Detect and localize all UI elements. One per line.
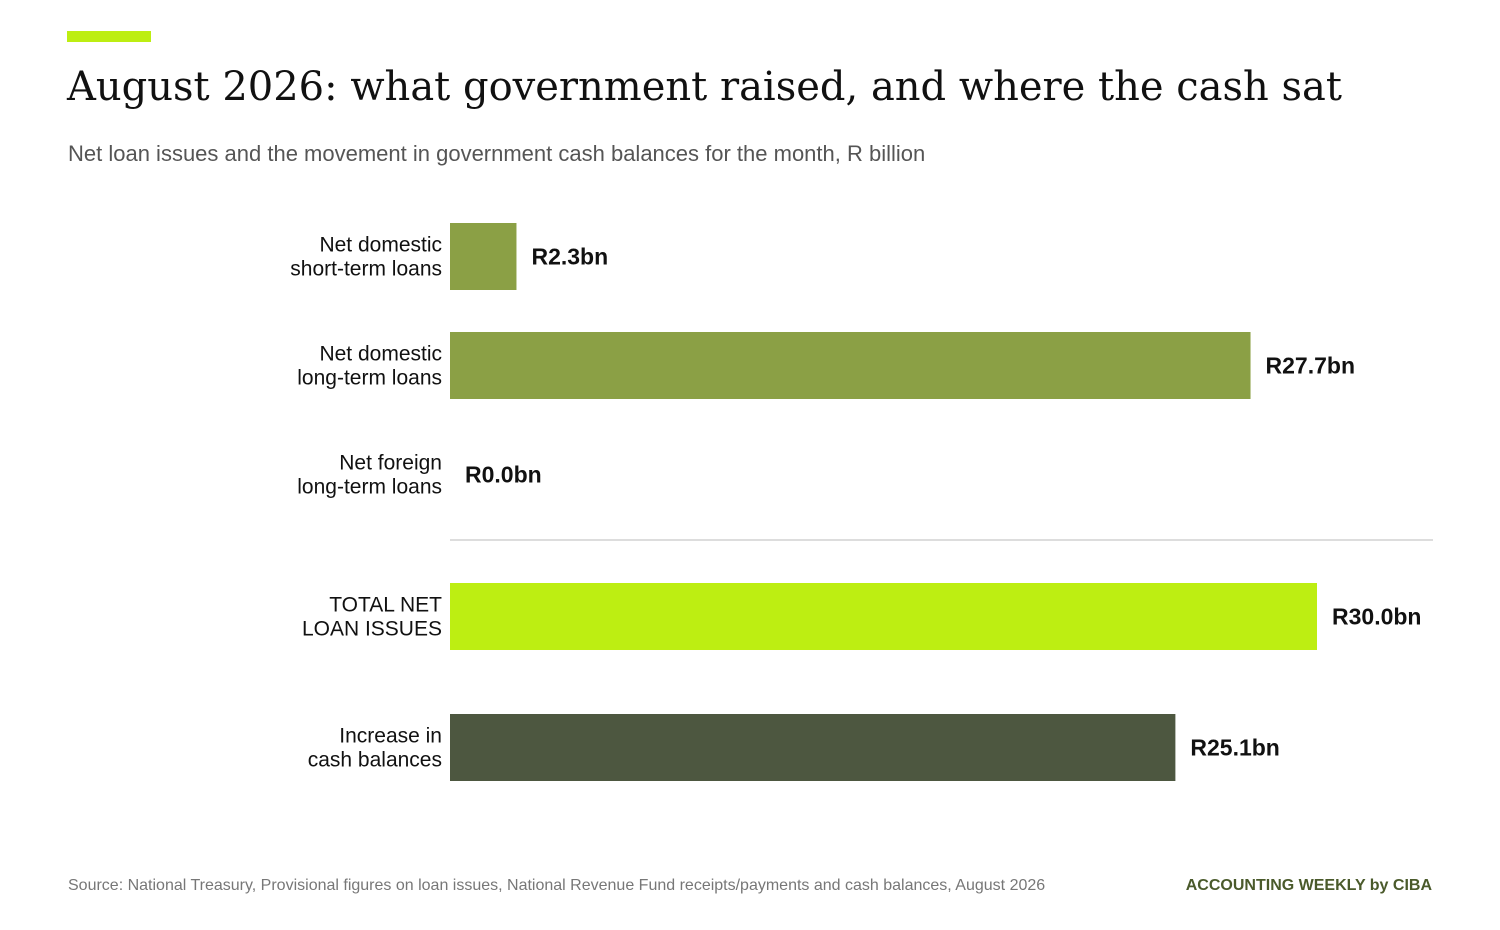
chart-title: August 2026: what government raised, and… bbox=[67, 64, 1342, 110]
brand-credit: ACCOUNTING WEEKLY by CIBA bbox=[1185, 877, 1432, 894]
category-label-line: Increase in bbox=[339, 725, 442, 748]
category-label-line: Net domestic bbox=[319, 343, 442, 366]
category-label-total-net-loan-issues: TOTAL NET LOAN ISSUES bbox=[302, 594, 442, 641]
bar-increase-in-cash-balances bbox=[450, 714, 1176, 781]
category-label-net-foreign-long-term-loans: Net foreign long-term loans bbox=[297, 452, 442, 499]
bar-total-net-loan-issues bbox=[450, 583, 1317, 650]
category-label-line: Net foreign bbox=[339, 452, 442, 475]
value-label-net-domestic-long-term-loans: R27.7bn bbox=[1266, 353, 1355, 379]
source-note: Source: National Treasury, Provisional f… bbox=[68, 877, 1046, 894]
category-label-line: Net domestic bbox=[319, 234, 442, 257]
chart-subtitle: Net loan issues and the movement in gove… bbox=[68, 141, 926, 166]
value-label-increase-in-cash-balances: R25.1bn bbox=[1190, 735, 1279, 761]
category-label-line: short-term loans bbox=[290, 258, 442, 281]
bar-net-domestic-short-term-loans bbox=[450, 223, 517, 290]
accent-bar bbox=[67, 31, 151, 42]
value-label-total-net-loan-issues: R30.0bn bbox=[1332, 604, 1421, 630]
value-label-net-domestic-short-term-loans: R2.3bn bbox=[531, 244, 608, 270]
category-label-line: LOAN ISSUES bbox=[302, 618, 442, 641]
category-label-line: long-term loans bbox=[297, 476, 442, 499]
category-label-line: long-term loans bbox=[297, 367, 442, 390]
category-label-net-domestic-short-term-loans: Net domestic short-term loans bbox=[290, 234, 442, 281]
category-label-line: cash balances bbox=[308, 749, 442, 772]
value-label-net-foreign-long-term-loans: R0.0bn bbox=[465, 462, 542, 488]
category-label-increase-in-cash-balances: Increase in cash balances bbox=[308, 725, 442, 772]
category-label-net-domestic-long-term-loans: Net domestic long-term loans bbox=[297, 343, 442, 390]
category-label-line: TOTAL NET bbox=[329, 594, 442, 617]
bar-net-domestic-long-term-loans bbox=[450, 332, 1251, 399]
